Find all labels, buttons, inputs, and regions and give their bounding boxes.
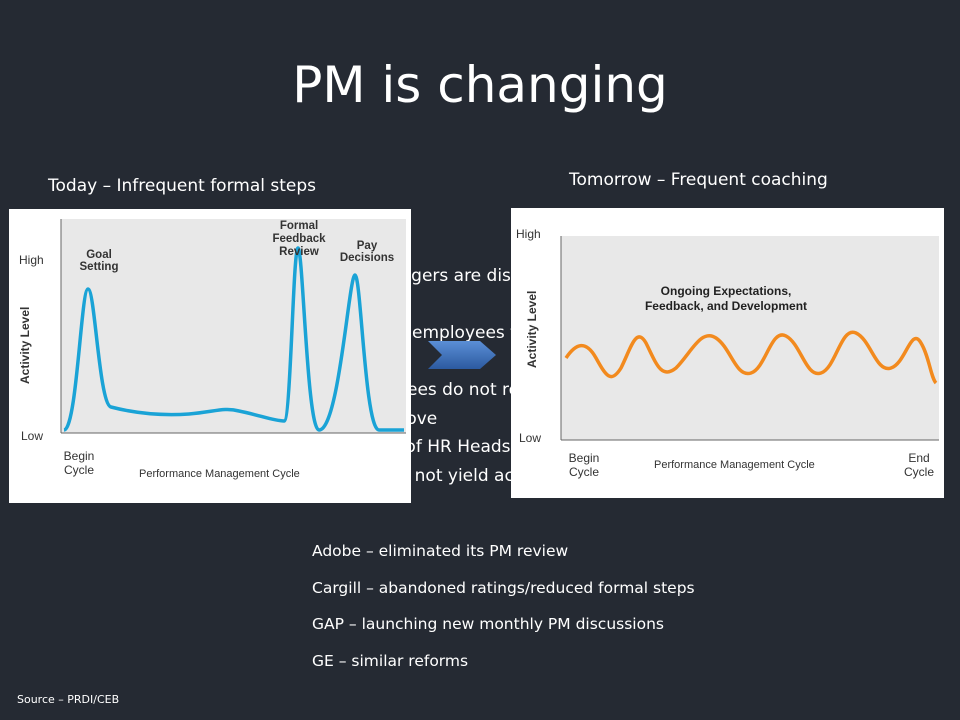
y-axis-label: Activity Level	[18, 307, 32, 384]
goal-label: Goal Setting	[79, 249, 119, 273]
y-axis-label: Activity Level	[525, 291, 539, 368]
low-label: Low	[21, 429, 43, 443]
arrow	[428, 341, 496, 369]
pay-text: Pay Decisions	[339, 240, 395, 264]
end-label: End Cycle	[903, 451, 934, 479]
end-text: End Cycle	[903, 451, 934, 479]
example: Cargill – abandoned ratings/reduced form…	[312, 578, 695, 597]
example: GAP – launching new monthly PM discussio…	[312, 615, 664, 634]
arrow-shape	[428, 341, 496, 369]
activity-curve	[564, 330, 938, 385]
goal-text: Goal Setting	[79, 249, 119, 273]
plot-bg	[61, 219, 406, 433]
source-note: Source – PRDI/CEB	[17, 693, 120, 706]
begin-label: Begin Cycle	[63, 449, 95, 477]
begin-text: Begin Cycle	[63, 449, 95, 477]
high-label: High	[516, 227, 541, 241]
activity-curve	[62, 246, 404, 432]
begin-text: Begin Cycle	[568, 451, 600, 479]
example: Adobe – eliminated its PM review	[312, 542, 569, 560]
slide-title: PM is changing	[292, 56, 668, 114]
x-axis-label: Performance Management Cycle	[654, 459, 815, 471]
begin-label: Begin Cycle	[568, 451, 600, 479]
low-label: Low	[519, 431, 541, 445]
review-label: Formal Feedback Review	[272, 220, 326, 258]
examples-list: Adobe – eliminated its PM review Cargill…	[312, 533, 695, 680]
x-axis-label: Performance Management Cycle	[139, 468, 300, 480]
today-figure: High Low Activity Level Goal Setting For…	[9, 209, 411, 503]
pay-label: Pay Decisions	[339, 240, 395, 264]
example: GE – similar reforms	[312, 652, 469, 671]
left-heading: Today – Infrequent formal steps	[48, 176, 316, 196]
right-heading: Tomorrow – Frequent coaching	[569, 170, 828, 190]
ongoing-label: Ongoing Expectations, Feedback, and Deve…	[644, 284, 808, 313]
ongoing-text: Ongoing Expectations, Feedback, and Deve…	[644, 284, 808, 313]
review-text: Formal Feedback Review	[272, 220, 326, 258]
tomorrow-figure: High Low Activity Level Ongoing Expectat…	[511, 208, 944, 498]
high-label: High	[19, 253, 44, 267]
plot-bg	[561, 236, 939, 440]
